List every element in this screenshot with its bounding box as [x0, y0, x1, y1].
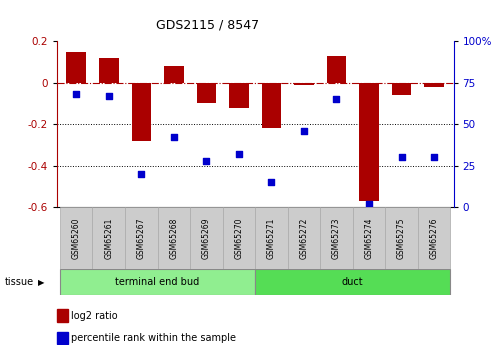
Text: GSM65271: GSM65271 [267, 217, 276, 259]
Text: GSM65260: GSM65260 [71, 217, 81, 259]
Bar [255, 207, 287, 269]
Text: GSM65274: GSM65274 [364, 217, 374, 259]
Point [138, 171, 145, 177]
Point [332, 97, 340, 102]
Point [365, 201, 373, 206]
Text: log2 ratio: log2 ratio [71, 311, 118, 321]
Bar [255, 269, 450, 295]
Text: GSM65269: GSM65269 [202, 217, 211, 259]
Text: percentile rank within the sample: percentile rank within the sample [71, 333, 237, 343]
Point [105, 93, 113, 99]
Bar [190, 207, 223, 269]
Bar [60, 207, 93, 269]
Point [235, 151, 243, 157]
Text: GSM65275: GSM65275 [397, 217, 406, 259]
Bar [352, 207, 385, 269]
Bar [158, 207, 190, 269]
Point [267, 179, 275, 185]
Bar [262, 83, 281, 128]
Text: tissue: tissue [5, 277, 34, 287]
Point [430, 155, 438, 160]
Point [203, 158, 211, 164]
Text: GSM65276: GSM65276 [429, 217, 439, 259]
Bar [327, 56, 346, 83]
Bar [418, 207, 450, 269]
Bar [60, 269, 255, 295]
Bar [197, 83, 216, 104]
Text: terminal end bud: terminal end bud [115, 277, 200, 287]
Point [397, 155, 405, 160]
Point [300, 128, 308, 134]
Text: GSM65261: GSM65261 [104, 217, 113, 259]
Bar [424, 83, 444, 87]
Point [72, 92, 80, 97]
Bar [359, 83, 379, 201]
Bar [132, 83, 151, 141]
Text: GSM65273: GSM65273 [332, 217, 341, 259]
Text: ▶: ▶ [38, 277, 44, 287]
Text: GSM65270: GSM65270 [234, 217, 244, 259]
Bar [67, 52, 86, 83]
Text: GDS2115 / 8547: GDS2115 / 8547 [156, 18, 259, 31]
Point [170, 135, 178, 140]
Text: GSM65267: GSM65267 [137, 217, 146, 259]
Text: GSM65268: GSM65268 [169, 217, 178, 259]
Bar [125, 207, 158, 269]
Bar [287, 207, 320, 269]
Bar [385, 207, 418, 269]
Bar [320, 207, 352, 269]
Bar [93, 207, 125, 269]
Bar [99, 58, 118, 83]
Bar [223, 207, 255, 269]
Text: duct: duct [342, 277, 363, 287]
Text: GSM65272: GSM65272 [299, 217, 309, 259]
Bar [294, 83, 314, 85]
Bar [229, 83, 248, 108]
Bar [392, 83, 411, 95]
Bar [164, 66, 183, 83]
